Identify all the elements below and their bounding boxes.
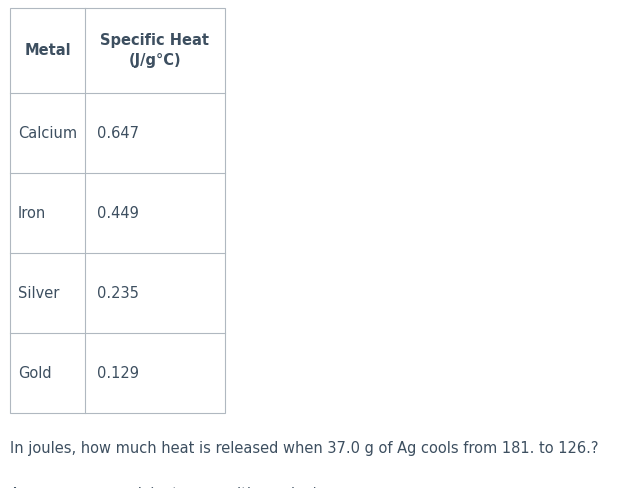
Text: Specific Heat
(J/g°C): Specific Heat (J/g°C) bbox=[101, 33, 210, 68]
Text: Iron: Iron bbox=[18, 205, 46, 221]
Text: Gold: Gold bbox=[18, 366, 52, 381]
Text: Silver: Silver bbox=[18, 285, 59, 301]
Text: 0.449: 0.449 bbox=[97, 205, 139, 221]
Text: Answer: -: Answer: - bbox=[10, 487, 79, 488]
Text: Metal: Metal bbox=[24, 43, 71, 58]
Text: (enter a positive value): (enter a positive value) bbox=[147, 487, 318, 488]
Text: 0.647: 0.647 bbox=[97, 125, 139, 141]
Text: 0.129: 0.129 bbox=[97, 366, 139, 381]
Text: In joules, how much heat is released when 37.0 g of Ag cools from 181. to 126.?: In joules, how much heat is released whe… bbox=[10, 441, 598, 456]
Bar bbox=[10, 8, 225, 413]
Text: Calcium: Calcium bbox=[18, 125, 77, 141]
Text: 0.235: 0.235 bbox=[97, 285, 139, 301]
Text: _______: _______ bbox=[78, 487, 130, 488]
Text: J: J bbox=[133, 487, 142, 488]
